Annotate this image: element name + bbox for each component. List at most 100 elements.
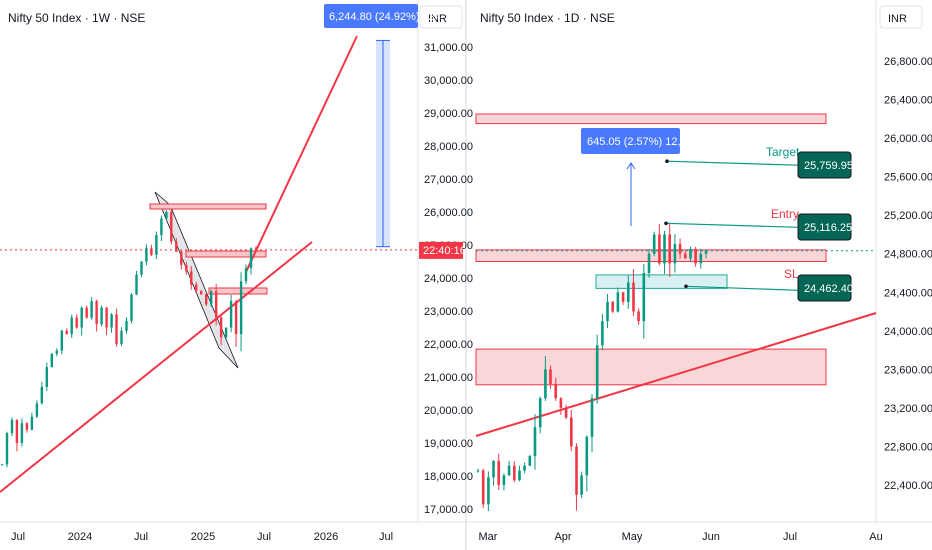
entry-note: Entry — [771, 207, 799, 221]
right-candle — [507, 465, 511, 476]
left-candles — [0, 208, 258, 468]
right-support-zone — [595, 274, 728, 289]
right-candle — [523, 465, 526, 471]
left-candle — [145, 248, 148, 262]
right-candle — [575, 446, 578, 495]
left-candle — [95, 301, 98, 325]
right-candle — [533, 427, 537, 457]
sl-level-anchor — [684, 284, 688, 289]
right-candle — [554, 383, 557, 399]
right-y-tick-label: 23,200.00 — [884, 403, 932, 415]
left-x-tick-label: Jul — [257, 531, 271, 543]
left-y-tick-label: 19,000.00 — [424, 438, 473, 450]
right-candle — [642, 273, 646, 322]
right-demand-zone — [475, 348, 827, 386]
left-x-tick-label: Jul — [11, 531, 25, 543]
left-candle — [150, 248, 153, 255]
right-y-tick-label: 24,000.00 — [884, 326, 932, 338]
left-drawings — [0, 35, 418, 493]
right-resistance-zone — [475, 113, 827, 125]
left-x-ticks: Jul 2024 Jul 2025 Jul 2026 Jul — [11, 531, 393, 543]
right-candle — [652, 234, 656, 254]
left-candle — [180, 251, 183, 265]
sl-badge: 24,462.40 — [797, 274, 853, 302]
left-y-tick-label: 20,000.00 — [424, 405, 473, 417]
left-trendline-up — [0, 241, 313, 493]
left-candle — [249, 248, 253, 269]
right-candle — [595, 345, 599, 399]
sl-badge-bg — [797, 274, 852, 302]
left-x-tick-label: 2024 — [68, 531, 92, 543]
left-y-tick-label: 29,000.00 — [424, 108, 473, 120]
left-x-tick-label: Jul — [379, 531, 393, 543]
right-currency-label: INR — [888, 13, 907, 25]
target-badge-bg — [797, 151, 852, 179]
right-x-tick-label: May — [622, 531, 643, 543]
left-chart-title: Nifty 50 Index · 1W · NSE — [8, 11, 145, 25]
right-candle — [606, 301, 609, 322]
entry-level-line — [665, 222, 799, 228]
right-candle — [658, 234, 661, 264]
right-candle — [544, 369, 547, 399]
right-y-tick-label: 26,000.00 — [884, 133, 932, 145]
left-mid-zone — [185, 250, 267, 258]
left-candle — [0, 464, 4, 466]
left-candle — [254, 248, 258, 252]
left-y-tick-label: 26,000.00 — [424, 207, 473, 219]
left-y-tick-label: 21,000.00 — [424, 372, 473, 384]
left-currency-button[interactable] — [419, 5, 463, 29]
left-candle — [85, 307, 88, 318]
left-candle — [10, 419, 14, 434]
left-candle — [120, 330, 123, 344]
left-candle — [60, 330, 63, 351]
right-measure-label: 645.05 (2.57%) 12,901 — [587, 136, 699, 148]
target-note: Target — [766, 145, 800, 159]
right-x-tick-label: Mar — [479, 531, 498, 543]
left-candle — [5, 433, 9, 465]
right-candle — [673, 244, 677, 264]
left-candle — [200, 291, 203, 295]
right-candle — [476, 470, 480, 472]
right-candle — [570, 417, 573, 447]
right-y-tick-label: 26,800.00 — [884, 56, 932, 68]
right-candle — [590, 398, 594, 437]
left-measure-label: 6,244.80 (24.92%) 124 — [329, 11, 441, 23]
left-y-tick-label: 18,000.00 — [424, 471, 473, 483]
right-candle — [678, 244, 682, 254]
left-y-tick-label: 23,000.00 — [424, 306, 473, 318]
right-x-tick-label: Au — [869, 531, 882, 543]
left-y-ticks: 17,000.00 18,000.00 19,000.00 20,000.00 21,0… — [424, 42, 473, 516]
left-candle — [115, 314, 118, 344]
left-candle — [205, 294, 208, 305]
right-x-ticks: Mar Apr May Jun Jul Au — [479, 531, 883, 543]
right-y-tick-label: 24,400.00 — [884, 287, 932, 299]
left-candle — [175, 241, 178, 252]
sl-level-line — [685, 285, 799, 291]
left-panel — [0, 0, 466, 550]
right-candle — [647, 253, 651, 273]
left-candle — [55, 350, 58, 354]
sl-badge-value: 24,462.40 — [804, 283, 853, 295]
right-candle — [601, 321, 604, 346]
left-measure-tool — [376, 39, 390, 248]
right-candle — [704, 250, 708, 254]
left-candle — [130, 294, 133, 321]
right-candle — [621, 292, 625, 302]
right-candle — [616, 292, 620, 312]
right-x-tick-label: Jul — [783, 531, 797, 543]
entry-badge: 25,116.25 — [797, 213, 852, 241]
right-y-ticks: 22,400.00 22,800.00 23,200.00 23,600.00 24,0… — [884, 56, 932, 492]
right-candle — [585, 436, 589, 476]
right-currency-button[interactable] — [879, 5, 923, 29]
target-level-anchor — [665, 159, 669, 163]
left-descending-channel — [154, 191, 239, 369]
right-candle — [611, 301, 614, 312]
right-zones — [475, 113, 827, 386]
sl-note: SL — [784, 267, 799, 281]
left-candle — [185, 264, 188, 272]
right-candle — [694, 248, 697, 264]
right-chart-title: Nifty 50 Index · 1D · NSE — [480, 11, 615, 25]
right-candle — [487, 477, 490, 505]
right-candle — [564, 407, 568, 418]
